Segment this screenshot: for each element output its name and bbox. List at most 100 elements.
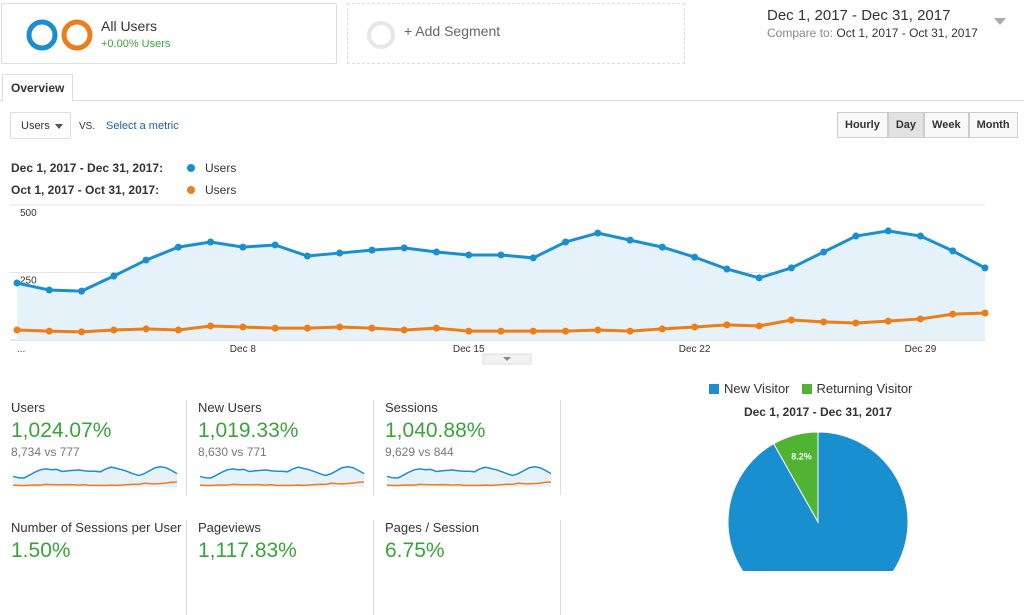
point <box>626 327 634 335</box>
point <box>594 229 602 237</box>
pie-legend-swatch <box>709 383 719 394</box>
pie-legend-label: New Visitor <box>724 381 790 396</box>
point <box>981 309 989 317</box>
point <box>45 327 53 335</box>
point <box>820 318 828 326</box>
granularity-button[interactable]: Day <box>887 112 925 138</box>
point <box>174 326 182 334</box>
point <box>207 238 215 246</box>
metric-value: 1,024.07% <box>11 419 112 442</box>
point <box>336 249 344 257</box>
point <box>78 328 86 336</box>
line <box>16 229 986 293</box>
segment-name: All Users <box>101 18 158 34</box>
metric: New Users 1,019.33% 8,630 vs 771 <box>187 400 374 495</box>
point <box>916 315 924 323</box>
caret <box>55 124 63 129</box>
pie-legend-swatch <box>801 383 812 394</box>
metric-label: New Users <box>198 400 262 415</box>
date-range[interactable]: Dec 1, 2017 - Dec 31, 2017 <box>767 7 951 24</box>
point <box>207 322 215 330</box>
pie-legend-item: New Visitor <box>709 381 790 396</box>
line <box>16 311 986 334</box>
page: All Users +0.00% Users + Add Segment Dec… <box>0 3 1024 615</box>
pie-legend-item: Returning Visitor <box>801 381 912 396</box>
legend-dot <box>187 164 195 172</box>
segment-icon <box>26 19 93 51</box>
pie-slice <box>772 431 819 524</box>
point <box>45 286 53 294</box>
point <box>174 243 182 251</box>
select-metric[interactable]: Select a metric <box>106 120 179 132</box>
add-icon <box>367 21 395 49</box>
metric: Number of Sessions per User 1.50% <box>0 520 187 615</box>
point <box>723 321 731 329</box>
point <box>432 324 440 332</box>
legend-name: Users <box>205 183 237 197</box>
metric-label: Number of Sessions per User <box>11 520 182 535</box>
x-tick-label: Dec 15 <box>453 344 485 355</box>
pie-value-label: 8.2% <box>791 451 812 461</box>
metric-label: Pageviews <box>198 520 261 535</box>
legend-row: Oct 1, 2017 - Oct 31, 2017: Users <box>11 179 236 201</box>
metric-dropdown[interactable]: Users <box>10 112 71 139</box>
metric: Users <box>21 120 50 132</box>
handle-caret <box>503 357 511 361</box>
point <box>787 264 795 272</box>
point <box>13 326 21 334</box>
tab[interactable]: Overview <box>2 74 74 102</box>
x-tick-label: Dec 22 <box>679 344 711 355</box>
point <box>852 319 860 327</box>
point <box>981 264 989 272</box>
metric-value: 1,040.88% <box>385 419 486 442</box>
add-segment[interactable]: + Add Segment <box>347 3 685 64</box>
point <box>271 241 279 249</box>
compare-label: Compare to: <box>767 26 834 40</box>
point <box>110 326 118 334</box>
point <box>13 279 21 287</box>
legend: Dec 1, 2017 - Dec 31, 2017: Users Oct 1, 2… <box>11 157 236 201</box>
metric-compare: 8,630 vs 771 <box>198 445 267 459</box>
point <box>368 324 376 332</box>
point <box>755 274 763 282</box>
point <box>400 244 408 252</box>
metric: Pages / Session 6.75% <box>374 520 561 615</box>
metric-value: 6.75% <box>385 539 445 562</box>
point <box>884 227 892 235</box>
x-tick-label: Dec 29 <box>905 344 937 355</box>
point <box>142 325 150 333</box>
y-tick-label: 250 <box>20 276 37 287</box>
point <box>465 327 473 335</box>
point <box>432 248 440 256</box>
point <box>723 265 731 273</box>
point <box>852 232 860 240</box>
point <box>949 247 957 255</box>
compare-range: Oct 1, 2017 - Oct 31, 2017 <box>836 26 978 40</box>
segment-card[interactable]: All Users +0.00% Users <box>1 3 337 64</box>
point <box>594 326 602 334</box>
point <box>303 324 311 332</box>
point <box>78 287 86 295</box>
metric-label: Pages / Session <box>385 520 479 535</box>
granularity-button[interactable]: Week <box>924 112 969 138</box>
point <box>465 251 473 259</box>
point <box>691 253 699 261</box>
point <box>239 243 247 251</box>
date-caret[interactable] <box>994 18 1006 26</box>
pie-title: Dec 1, 2017 - Dec 31, 2017 <box>743 405 893 419</box>
point <box>400 326 408 334</box>
point <box>529 254 537 262</box>
metric-value: 1.50% <box>11 539 71 562</box>
granularity: Hourly Day Week Month <box>837 112 1018 138</box>
x-tick-label: ... <box>17 344 25 355</box>
metric-value: 1,019.33% <box>198 419 299 442</box>
point <box>820 248 828 256</box>
tab-rule <box>0 100 1024 101</box>
granularity-button[interactable]: Month <box>968 112 1018 138</box>
point <box>658 243 666 251</box>
point <box>271 324 279 332</box>
granularity-button[interactable]: Hourly <box>837 112 888 138</box>
point <box>949 310 957 318</box>
point <box>142 256 150 264</box>
point <box>916 232 924 240</box>
